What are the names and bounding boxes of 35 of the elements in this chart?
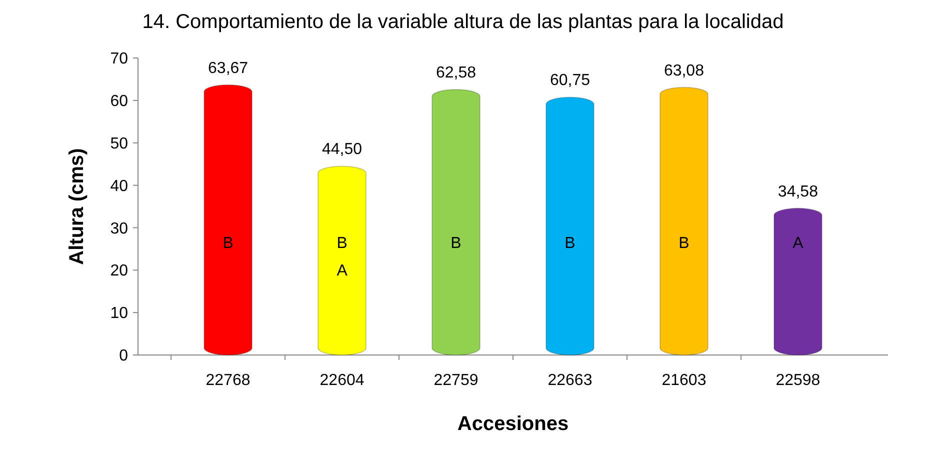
y-axis-title: Altura (cms) [66,148,88,265]
annotation: A [792,235,804,252]
y-tick-label: 60 [110,93,128,110]
annotation: B A [336,235,348,280]
y-tick-label: 10 [110,305,128,322]
y-tick-label: 70 [110,50,128,68]
data-label: 63,67 [208,60,248,77]
x-tick-label: 22598 [776,372,820,389]
annotation: B [222,235,234,252]
bar [660,86,708,356]
data-label: 44,50 [322,141,362,158]
bar [546,96,594,356]
bar [774,208,822,356]
bar [432,88,480,356]
x-tick-label: 22768 [206,372,250,389]
y-tick-label: 40 [110,178,128,195]
data-label: 34,58 [778,183,818,200]
x-tick-label: 21603 [662,372,706,389]
x-tick-label: 22663 [548,372,592,389]
data-label: 62,58 [436,64,476,82]
annotation: B [678,235,690,252]
data-label: 60,75 [550,72,590,90]
x-tick-label: 22759 [434,372,478,389]
y-tick-label: 0 [119,348,128,365]
y-tick-label: 20 [110,262,128,280]
y-tick-label: 50 [110,135,128,152]
chart-title: 14. Comportamiento de la variable altura de las plantas para la localidad [142,11,784,33]
x-axis-title: Accesiones [457,413,569,435]
annotation: B [564,235,576,252]
x-tick-label: 22604 [320,372,364,389]
data-label: 63,08 [664,62,704,80]
y-tick-label: 30 [110,220,128,238]
bar [204,84,252,356]
bar [318,166,366,356]
annotation: B [450,235,462,252]
